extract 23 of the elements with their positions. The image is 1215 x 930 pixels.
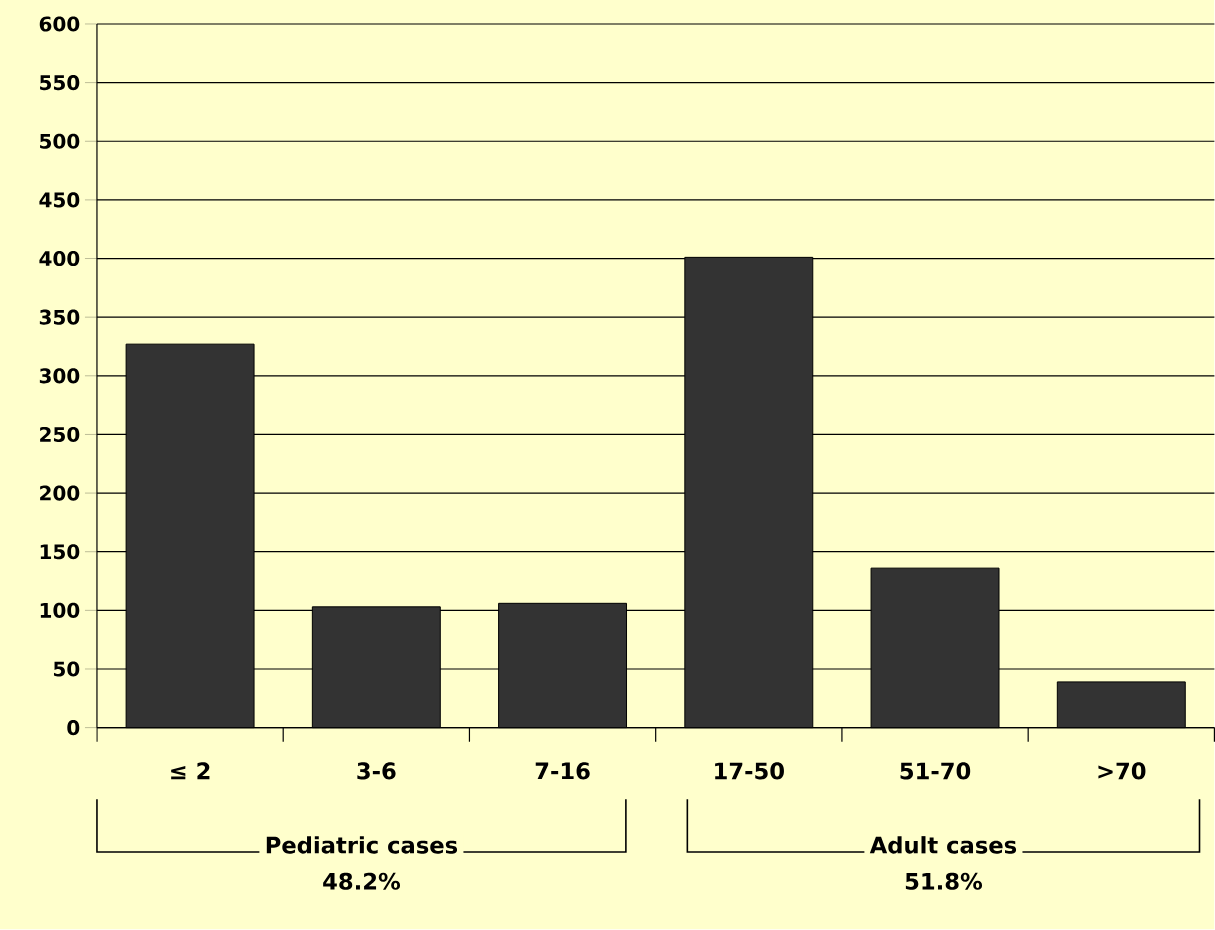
- y-tick-label: 450: [39, 192, 80, 208]
- y-tick-label: 200: [40, 485, 80, 501]
- y-tick-label: 300: [39, 368, 80, 384]
- y-tick-label: 550: [40, 75, 80, 91]
- x-tick-label: 17-50: [715, 762, 784, 780]
- y-tick-label: 500: [40, 133, 80, 150]
- y-tick-label: 350: [39, 309, 80, 325]
- x-tick-label: 3-6: [357, 762, 396, 780]
- x-tick-label: ≤ 2: [171, 762, 210, 780]
- y-tick-label: 250: [40, 427, 80, 443]
- text: 48.2%: [323, 872, 401, 891]
- y-tick-label: 50: [53, 661, 80, 677]
- x-tick-label: 51-70: [900, 762, 971, 780]
- x-tick-label: >70: [1098, 762, 1146, 780]
- x-tick-label: 7-16: [535, 762, 590, 780]
- text: Pediatric cases: [266, 836, 458, 854]
- y-tick-label: 400: [39, 251, 80, 267]
- text: 51.8%: [905, 872, 983, 891]
- y-tick-label: 0: [67, 720, 80, 736]
- y-tick-label: 100: [40, 603, 80, 619]
- y-tick-label: 600: [39, 16, 80, 32]
- text: Adult cases: [869, 836, 1017, 854]
- y-tick-label: 150: [40, 544, 80, 560]
